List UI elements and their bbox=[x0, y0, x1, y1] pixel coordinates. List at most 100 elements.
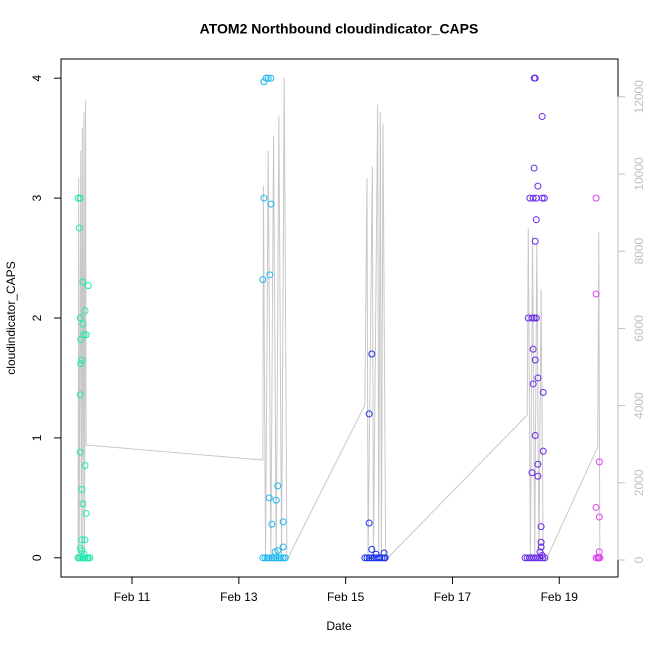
point bbox=[592, 290, 600, 298]
point bbox=[81, 536, 89, 544]
x-axis-label: Date bbox=[326, 619, 352, 633]
point bbox=[534, 374, 542, 382]
y2-tick-label: 4000 bbox=[632, 392, 646, 419]
point bbox=[539, 388, 547, 396]
point bbox=[76, 448, 84, 456]
point bbox=[266, 271, 274, 279]
point bbox=[537, 538, 545, 546]
point bbox=[260, 78, 268, 86]
point bbox=[261, 554, 269, 562]
point bbox=[81, 554, 89, 562]
point bbox=[268, 520, 276, 528]
point bbox=[81, 461, 89, 469]
x-tick-label: Feb 15 bbox=[327, 590, 365, 604]
point bbox=[270, 554, 278, 562]
point bbox=[530, 314, 538, 322]
point bbox=[378, 554, 386, 562]
point bbox=[75, 224, 83, 232]
y2-tick-label: 12000 bbox=[632, 80, 646, 114]
point bbox=[595, 458, 603, 466]
point bbox=[537, 523, 545, 531]
point bbox=[532, 216, 540, 224]
point bbox=[538, 113, 546, 121]
point bbox=[279, 543, 287, 551]
point bbox=[365, 554, 373, 562]
y-tick-label: 2 bbox=[30, 314, 44, 321]
point bbox=[532, 314, 540, 322]
point bbox=[74, 194, 82, 202]
point bbox=[78, 536, 86, 544]
point bbox=[595, 513, 603, 521]
point bbox=[81, 307, 89, 315]
point bbox=[592, 503, 600, 511]
point bbox=[539, 554, 547, 562]
point bbox=[267, 200, 275, 208]
point bbox=[536, 554, 544, 562]
point bbox=[82, 509, 90, 517]
point bbox=[265, 494, 273, 502]
point bbox=[281, 554, 289, 562]
point bbox=[264, 74, 272, 82]
point bbox=[531, 432, 539, 440]
point bbox=[528, 314, 536, 322]
point bbox=[540, 194, 548, 202]
point bbox=[79, 554, 87, 562]
point bbox=[528, 469, 536, 477]
point bbox=[76, 391, 84, 399]
point bbox=[592, 194, 600, 202]
y-tick-label: 0 bbox=[30, 554, 44, 561]
y2-tick-label: 10000 bbox=[632, 157, 646, 191]
point bbox=[530, 164, 538, 172]
x-tick-label: Feb 17 bbox=[434, 590, 472, 604]
point bbox=[80, 331, 88, 339]
point bbox=[363, 554, 371, 562]
x-tick-label: Feb 13 bbox=[220, 590, 258, 604]
point bbox=[274, 482, 282, 490]
point bbox=[365, 410, 373, 418]
point bbox=[260, 194, 268, 202]
point bbox=[538, 194, 546, 202]
point bbox=[279, 554, 287, 562]
point bbox=[531, 237, 539, 245]
point bbox=[79, 320, 87, 328]
point bbox=[76, 194, 84, 202]
point bbox=[531, 74, 539, 82]
point bbox=[529, 380, 537, 388]
point bbox=[277, 554, 285, 562]
point bbox=[596, 554, 604, 562]
point bbox=[78, 547, 86, 555]
point bbox=[77, 336, 85, 344]
point bbox=[541, 554, 549, 562]
point bbox=[534, 472, 542, 480]
point bbox=[372, 550, 380, 558]
y-axis-label: cloudindicator_CAPS bbox=[4, 261, 18, 374]
point bbox=[268, 554, 276, 562]
point bbox=[365, 519, 373, 527]
chart-title: ATOM2 Northbound cloudindicator_CAPS bbox=[200, 21, 479, 37]
point bbox=[84, 282, 92, 290]
point bbox=[539, 447, 547, 455]
point bbox=[368, 350, 376, 358]
point bbox=[537, 543, 545, 551]
secondary-line bbox=[77, 77, 601, 562]
point bbox=[265, 554, 273, 562]
point bbox=[529, 194, 537, 202]
point bbox=[534, 554, 542, 562]
point bbox=[79, 500, 87, 508]
point bbox=[279, 518, 287, 526]
point bbox=[262, 74, 270, 82]
point bbox=[272, 496, 280, 504]
point bbox=[532, 554, 540, 562]
point bbox=[368, 545, 376, 553]
y-tick-label: 4 bbox=[30, 75, 44, 82]
y2-tick-label: 6000 bbox=[632, 315, 646, 342]
y-tick-label: 3 bbox=[30, 194, 44, 201]
y2-tick-label: 8000 bbox=[632, 238, 646, 265]
point bbox=[381, 554, 389, 562]
point bbox=[78, 485, 86, 493]
point bbox=[79, 278, 87, 286]
point bbox=[259, 276, 267, 284]
point bbox=[272, 554, 280, 562]
point bbox=[534, 182, 542, 190]
